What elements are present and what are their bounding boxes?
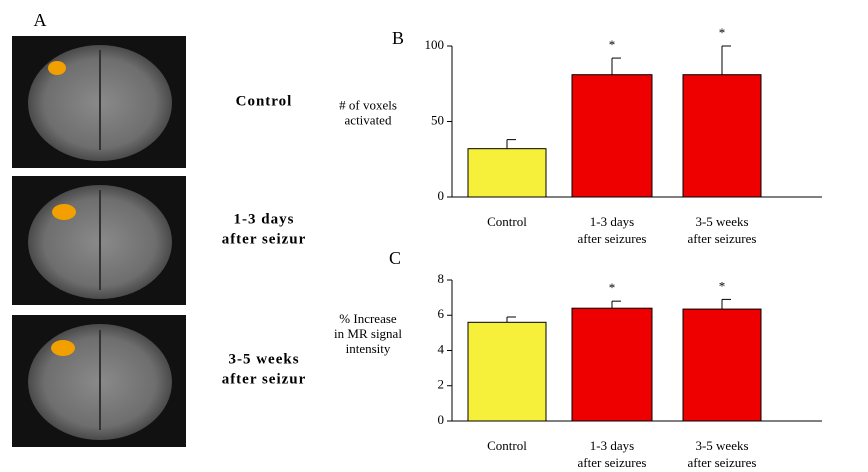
x-tick-label: after seizures: [578, 455, 647, 470]
y-axis-label: activated: [345, 112, 392, 127]
x-tick-label: after seizures: [688, 455, 757, 470]
mri-image: [12, 315, 186, 447]
bar: [683, 309, 761, 421]
image-label: Control: [236, 93, 293, 109]
x-tick-label: Control: [487, 438, 527, 453]
image-label: 3-5 weeks: [228, 351, 299, 367]
image-label: after seizur: [222, 371, 307, 387]
x-tick-label: 3-5 weeks: [695, 438, 748, 453]
image-label: 1-3 days: [234, 211, 295, 227]
x-tick-label: 1-3 days: [590, 214, 634, 229]
significance-marker: *: [609, 37, 616, 52]
bar: [468, 322, 546, 421]
figure: A Control 1-3 days after seizur 3-5 weeks af…: [0, 0, 868, 472]
mri-image: [12, 176, 186, 305]
x-tick-label: 3-5 weeks: [695, 214, 748, 229]
significance-marker: *: [719, 25, 726, 40]
mri-image: [12, 36, 186, 168]
x-tick-label: Control: [487, 214, 527, 229]
y-tick-label: 2: [438, 377, 445, 392]
y-axis-label: in MR signal: [334, 326, 402, 341]
x-tick-label: after seizures: [578, 231, 647, 246]
panel-label: B: [392, 28, 404, 48]
x-tick-label: 1-3 days: [590, 438, 634, 453]
bar: [468, 149, 546, 197]
significance-marker: *: [609, 280, 616, 295]
y-axis-label: intensity: [346, 341, 391, 356]
panel-label: C: [389, 248, 401, 268]
y-tick-label: 6: [438, 306, 445, 321]
y-tick-label: 8: [438, 271, 445, 286]
y-tick-label: 50: [431, 112, 444, 127]
bar: [572, 308, 652, 421]
bar: [683, 75, 761, 197]
y-tick-label: 0: [438, 188, 445, 203]
bar: [572, 75, 652, 197]
y-tick-label: 0: [438, 412, 445, 427]
y-axis-label: % Increase: [339, 311, 397, 326]
panel-label: A: [34, 10, 47, 30]
image-label: after seizur: [222, 231, 307, 247]
significance-marker: *: [719, 278, 726, 293]
y-tick-label: 100: [425, 37, 445, 52]
y-axis-label: # of voxels: [339, 97, 397, 112]
y-tick-label: 4: [438, 341, 445, 356]
x-tick-label: after seizures: [688, 231, 757, 246]
